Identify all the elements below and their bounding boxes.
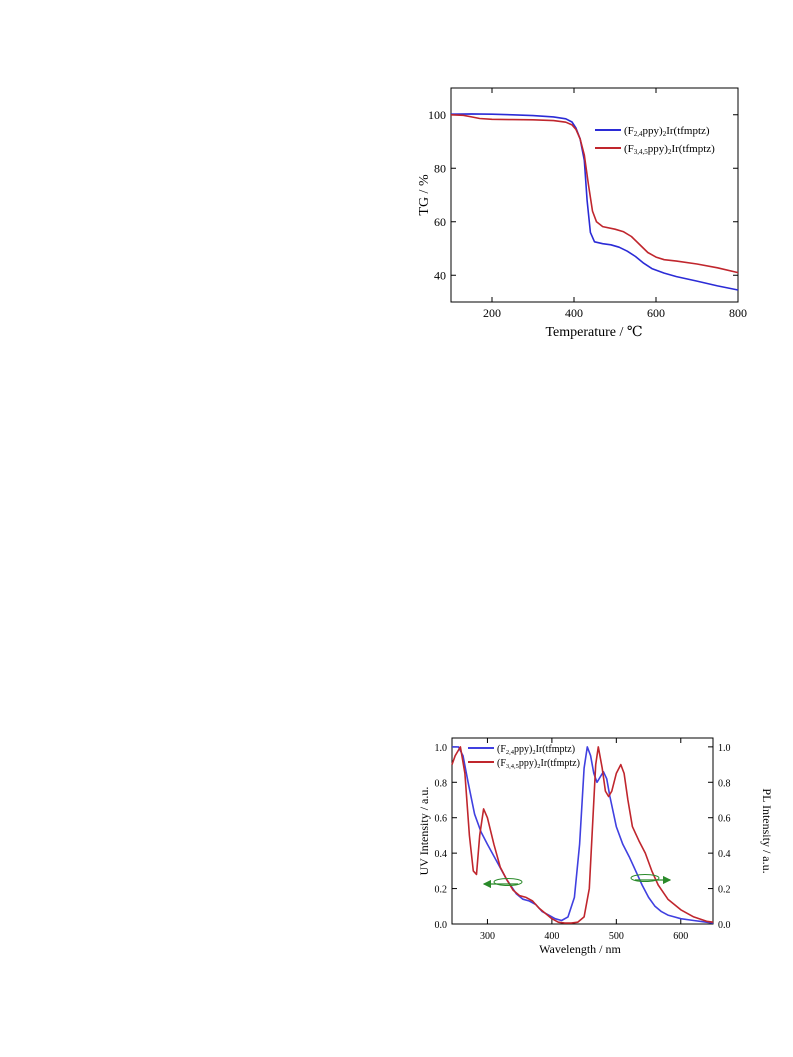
tg-y-tick-label: 100 [428,108,446,122]
tg-x-tick-label: 400 [565,306,583,320]
uv-y-tick-label: 1.0 [435,743,448,754]
uv-y2-tick-label: 0.0 [718,920,731,931]
tg-chart: 200 400 600 800 40 60 80 100 Temperature / ℃ TG… [417,87,747,340]
tg-x-axis-label: Temperature / ℃ [545,325,642,340]
uv-x-tick-label: 500 [609,931,624,942]
uv-x-tick-label: 600 [673,931,688,942]
uv-series-2-line [451,746,714,924]
tg-y-tick-label: 80 [434,161,446,175]
tg-x-tick-label: 800 [729,306,747,320]
tg-series-2-line [450,114,739,274]
uv-y-tick-label: 0.6 [435,814,448,825]
tg-legend-label-2: (F3,4,5ppy)2Ir(tfmptz) [624,143,715,156]
tg-y-tick-label: 60 [434,215,446,229]
uv-y-tick-label: 0.4 [435,849,448,860]
tg-legend: (F2,4ppy)2Ir(tfmptz) (F3,4,5ppy)2Ir(tfmp… [595,125,715,156]
tg-y-axis-label: TG / % [417,174,432,216]
pl-y-axis-label: PL Intensity / a.u. [760,788,774,873]
uv-y2-tick-label: 0.6 [718,814,731,825]
uv-axis-indicator [482,878,523,889]
pl-axis-indicator [630,874,672,885]
uv-y-tick-label: 0.2 [435,885,448,896]
uv-x-tick-label: 300 [480,931,495,942]
pl-indicator-ellipse [630,874,660,882]
uv-y2-tick-label: 0.8 [718,778,731,789]
uv-y-tick-label: 0.8 [435,778,448,789]
uv-legend-label-2: (F3,4,5ppy)2Ir(tfmptz) [497,758,580,770]
tg-plot-frame [450,87,739,303]
uv-pl-chart: 300 400 500 600 0.0 0.0 0.2 0.2 0.4 0.4 0.6 0.6 0.8 0… [417,737,774,956]
tg-x-tick-label: 600 [647,306,665,320]
tg-series-1-line [450,113,739,291]
tg-y-tick-label: 40 [434,268,446,282]
tg-legend-label-1: (F2,4ppy)2Ir(tfmptz) [624,125,710,138]
uv-plot-frame [451,737,714,925]
uv-x-axis-label: Wavelength / nm [539,942,621,956]
uv-y2-tick-label: 0.4 [718,849,731,860]
tg-x-tick-label: 200 [483,306,501,320]
uv-y2-tick-label: 0.2 [718,885,731,896]
uv-y-tick-label: 0.0 [435,920,448,931]
uv-legend: (F2,4ppy)2Ir(tfmptz) (F3,4,5ppy)2Ir(tfmp… [468,744,580,770]
uv-y-axis-label: UV Intensity / a.u. [417,787,431,876]
uv-y2-tick-label: 1.0 [718,743,731,754]
uv-legend-label-1: (F2,4ppy)2Ir(tfmptz) [497,744,575,756]
uv-x-tick-label: 400 [544,931,559,942]
uv-indicator-ellipse [493,878,523,886]
uv-series-1-line [452,746,714,924]
